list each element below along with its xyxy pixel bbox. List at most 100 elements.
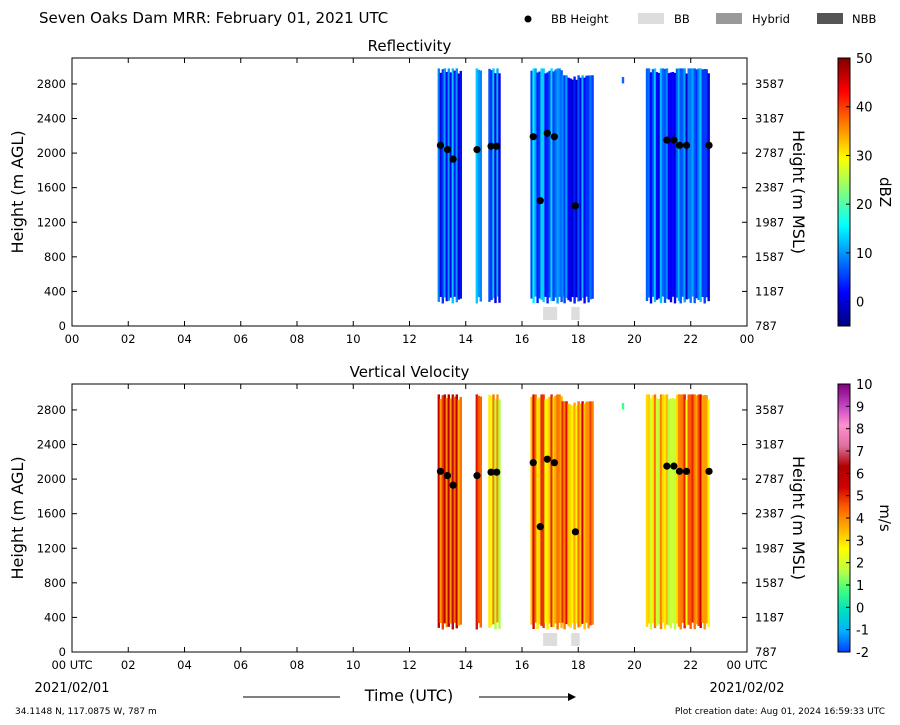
precip-band	[679, 394, 710, 630]
precip-strip	[681, 394, 684, 623]
precip-strip	[691, 394, 694, 623]
precip-strip	[589, 75, 592, 300]
precip-strip	[657, 73, 661, 299]
bb-flag	[571, 633, 580, 646]
precip-strip	[530, 396, 533, 625]
bb-height-point	[571, 528, 580, 536]
precip-strip	[645, 394, 649, 627]
precip-strip	[685, 73, 688, 300]
colorbar: -2 -1 0 1 2 3 4 5 6 7 8 9 10 m/s	[837, 378, 894, 661]
precip-strip	[546, 72, 549, 304]
precip-strip	[587, 401, 590, 629]
bb-height-point	[670, 462, 678, 470]
precip-strip	[447, 394, 450, 627]
precip-strip	[540, 68, 543, 300]
precip-strip	[649, 72, 653, 304]
bb-height-point	[670, 136, 678, 144]
x-tick-label: 00 UTC	[51, 658, 92, 672]
precip-strip	[695, 395, 698, 625]
precip-strip	[534, 68, 537, 297]
precip-strip	[561, 75, 564, 297]
precip-strip	[475, 394, 478, 630]
precip-strip	[475, 68, 478, 304]
x-tick-label: 00	[65, 332, 80, 346]
precip-strip	[621, 403, 625, 410]
precip-strip	[665, 68, 669, 299]
precip-strip	[683, 68, 686, 303]
precip-strip	[575, 405, 578, 624]
precip-strip	[437, 68, 440, 302]
colorbar-scale	[837, 57, 851, 327]
precip-strip	[542, 394, 545, 629]
precip-band	[475, 394, 482, 630]
precip-strip	[701, 69, 704, 298]
colorbar-label: m/s	[876, 504, 894, 532]
x-tick-label: 02	[121, 332, 136, 346]
precip-strip	[453, 396, 456, 623]
precip-strip	[544, 399, 547, 623]
precip-strip	[663, 68, 667, 303]
precip-strip	[587, 75, 590, 303]
colorbar-tick-label: 3	[856, 534, 864, 549]
precip-strip	[488, 394, 491, 628]
bb-flag	[543, 307, 558, 320]
precip-strip	[447, 68, 450, 301]
precip-strip	[552, 397, 555, 627]
y-tick-label: 1600	[37, 507, 66, 521]
colorbar-tick-label: 10	[856, 378, 873, 393]
bb-height-point	[675, 141, 684, 149]
precip-strip	[494, 73, 497, 304]
colorbar-tick-label: 0	[856, 601, 864, 616]
bb-height-point	[705, 467, 713, 475]
precip-strip	[571, 79, 574, 297]
legend-label: NBB	[852, 12, 876, 26]
bb-height-point	[443, 146, 452, 154]
plot-frame	[71, 383, 748, 653]
precip-strip	[494, 399, 497, 630]
legend-swatch-bb	[638, 13, 664, 24]
precip-strip	[577, 401, 580, 628]
colorbar-tick-label: 1	[856, 579, 864, 594]
precip-strip	[699, 394, 702, 628]
precip-strip	[667, 73, 671, 300]
precip-strip	[532, 68, 535, 304]
precip-strip	[552, 71, 555, 302]
bb-height-point	[493, 142, 501, 150]
x-tick-label: 16	[515, 658, 530, 672]
precip-strip	[647, 68, 651, 298]
bb-height-point	[663, 462, 671, 470]
y-tick-label: 2000	[37, 146, 66, 160]
y-right-tick-label: 2787	[755, 146, 784, 160]
x-tick-label: 04	[177, 658, 192, 672]
colorbar-tick-label: 4	[856, 512, 864, 527]
bb-height-point	[487, 468, 495, 476]
precip-strip	[445, 71, 448, 302]
precip-strip	[498, 399, 501, 629]
bb-height-point	[543, 129, 551, 137]
bb-height-point	[571, 202, 580, 210]
precip-strip	[439, 398, 442, 623]
y-tick-label: 1200	[37, 541, 66, 555]
x-tick-label: 08	[290, 658, 305, 672]
colorbar-tick-label: 40	[856, 101, 873, 116]
precip-strip	[581, 401, 584, 624]
legend-label: BB Height	[551, 12, 609, 26]
precip-strip	[687, 68, 690, 299]
y-tick-label: 0	[59, 645, 66, 659]
precip-strip	[575, 79, 578, 298]
precip-strip	[453, 70, 456, 297]
legend: BB Height BB Hybrid NBB	[524, 12, 876, 26]
colorbar-tick-label: 8	[856, 423, 864, 438]
precip-band	[530, 68, 563, 304]
colorbar-tick-label: -1	[856, 624, 869, 639]
x-tick-label: 14	[458, 658, 473, 672]
plot-frame	[71, 57, 748, 327]
precip-strip	[567, 77, 570, 301]
precip-strip	[479, 396, 482, 628]
precip-strip	[548, 70, 551, 298]
precip-strip	[546, 398, 549, 630]
precip-strip	[451, 68, 454, 304]
y-right-tick-label: 3587	[755, 403, 784, 417]
y-right-tick-label: 1187	[755, 610, 784, 624]
